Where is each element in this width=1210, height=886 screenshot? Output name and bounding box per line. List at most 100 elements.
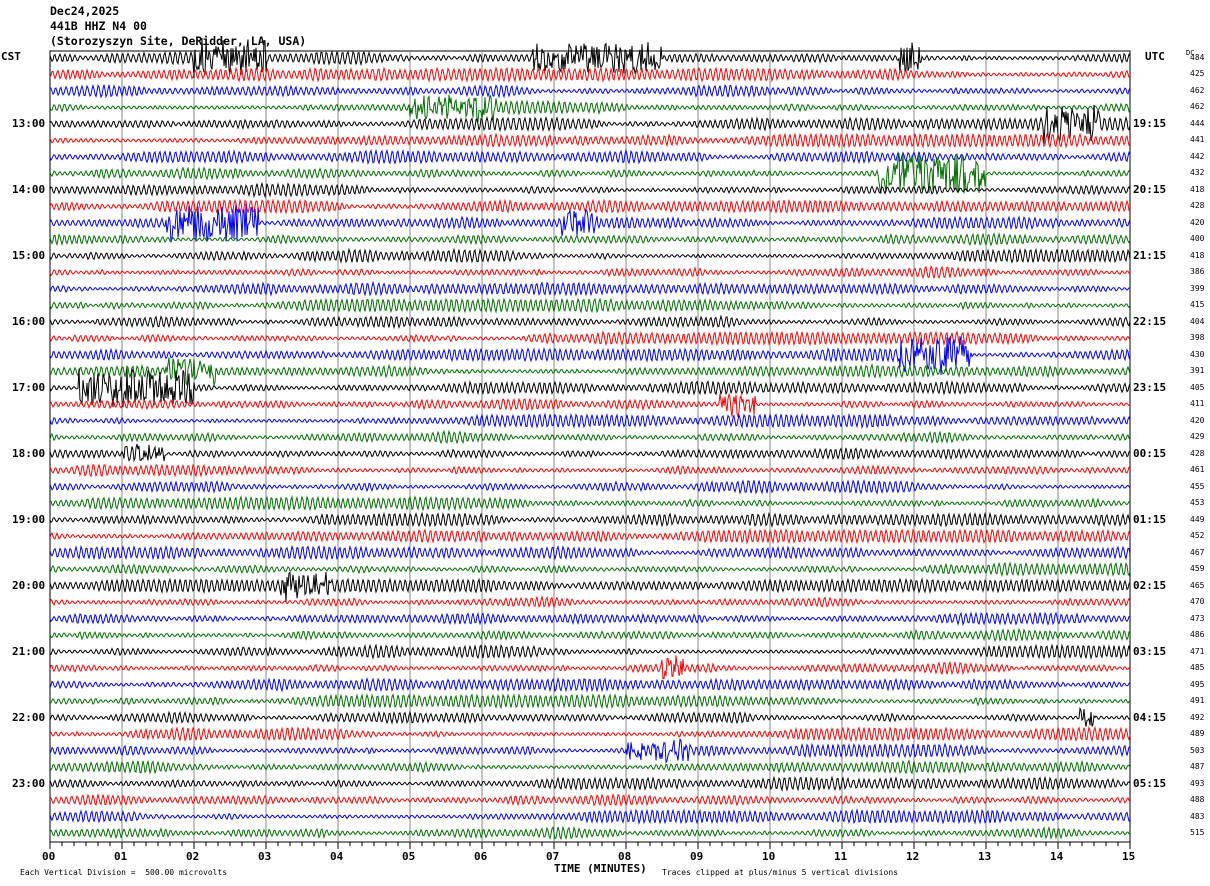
trace-row bbox=[49, 676, 1131, 693]
trace-row bbox=[49, 93, 1131, 123]
cst-hour-label: 15:00 bbox=[12, 248, 46, 262]
trace-row bbox=[49, 231, 1131, 247]
cst-hour-label: 19:00 bbox=[12, 512, 46, 526]
dc-offset-label: 491 bbox=[1190, 696, 1205, 706]
trace-row bbox=[49, 611, 1131, 627]
trace-row bbox=[49, 775, 1131, 792]
x-tick-label: 13 bbox=[978, 850, 992, 863]
trace-row bbox=[49, 825, 1131, 841]
trace-row bbox=[49, 357, 1131, 387]
trace-row bbox=[49, 561, 1131, 578]
x-tick-label: 08 bbox=[618, 850, 632, 863]
dc-offset-label: 495 bbox=[1190, 679, 1205, 689]
dc-offset-label: 486 bbox=[1190, 630, 1205, 640]
dc-offset-label: 471 bbox=[1190, 646, 1205, 656]
trace-row bbox=[49, 37, 1131, 79]
x-tick-label: 11 bbox=[834, 850, 848, 863]
dc-offset-label: 492 bbox=[1190, 712, 1205, 722]
x-tick-label: 05 bbox=[402, 850, 416, 863]
trace-row bbox=[49, 443, 1131, 463]
dc-offset-label: 428 bbox=[1190, 201, 1205, 211]
trace-row bbox=[49, 759, 1131, 775]
dc-offset-label: 415 bbox=[1190, 300, 1205, 310]
dc-label: DC bbox=[1186, 49, 1195, 57]
dc-offset-label: 462 bbox=[1190, 85, 1205, 95]
trace-row bbox=[49, 792, 1131, 808]
utc-hour-label: 02:15 bbox=[1133, 578, 1167, 592]
trace-row bbox=[49, 314, 1131, 330]
cst-hour-label: 14:00 bbox=[12, 182, 46, 196]
dc-offset-label: 444 bbox=[1190, 118, 1205, 128]
dc-offset-label: 467 bbox=[1190, 547, 1205, 557]
dc-offset-label: 453 bbox=[1190, 498, 1205, 508]
trace-row bbox=[49, 527, 1131, 545]
dc-offset-label: 430 bbox=[1190, 349, 1205, 359]
dc-offset-label: 405 bbox=[1190, 382, 1205, 392]
trace-row bbox=[49, 643, 1131, 660]
trace-row bbox=[49, 544, 1131, 561]
cst-hour-label: 22:00 bbox=[12, 710, 46, 724]
trace-row bbox=[49, 153, 1131, 194]
dc-offset-label: 429 bbox=[1190, 432, 1205, 442]
date-label: Dec24,2025 bbox=[50, 4, 120, 18]
trace-row bbox=[49, 479, 1131, 495]
cst-hour-label: 17:00 bbox=[12, 380, 46, 394]
trace-row bbox=[49, 148, 1131, 165]
station-label: 441B HHZ N4 00 bbox=[50, 19, 147, 33]
dc-offset-label: 420 bbox=[1190, 415, 1205, 425]
cst-hour-label: 13:00 bbox=[12, 116, 46, 130]
dc-offset-label: 483 bbox=[1190, 811, 1205, 821]
dc-offset-label: 399 bbox=[1190, 283, 1205, 293]
dc-offset-label: 411 bbox=[1190, 399, 1205, 409]
trace-row bbox=[49, 808, 1131, 825]
x-tick-label: 10 bbox=[762, 850, 776, 863]
dc-offset-label: 488 bbox=[1190, 795, 1205, 805]
dc-offset-label: 418 bbox=[1190, 184, 1205, 194]
x-axis-title: TIME (MINUTES) bbox=[554, 862, 647, 875]
trace-row bbox=[49, 83, 1131, 99]
dc-offset-label: 473 bbox=[1190, 613, 1205, 623]
dc-offset-label: 452 bbox=[1190, 531, 1205, 541]
dc-offset-label: 487 bbox=[1190, 762, 1205, 772]
x-tick-label: 03 bbox=[258, 850, 272, 863]
dc-offset-label: 441 bbox=[1190, 135, 1205, 145]
trace-row bbox=[49, 412, 1131, 430]
dc-offset-label: 461 bbox=[1190, 465, 1205, 475]
site-label: (Storozyszyn Site, DeRidder, LA, USA) bbox=[50, 34, 307, 48]
clip-note: Traces clipped at plus/minus 5 vertical … bbox=[662, 868, 899, 877]
trace-row bbox=[49, 429, 1131, 445]
trace-row bbox=[49, 463, 1131, 478]
dc-offset-label: 425 bbox=[1190, 69, 1205, 79]
utc-hour-label: 01:15 bbox=[1133, 512, 1167, 526]
cst-hour-label: 23:00 bbox=[12, 776, 46, 790]
cst-hour-label: 16:00 bbox=[12, 314, 46, 328]
dc-offset-label: 470 bbox=[1190, 597, 1205, 607]
scale-note: Each Vertical Division = 500.00 microvol… bbox=[20, 868, 228, 877]
trace-row bbox=[49, 627, 1131, 643]
x-tick-label: 14 bbox=[1050, 850, 1064, 863]
trace-row bbox=[49, 203, 1131, 243]
trace-row bbox=[49, 104, 1131, 144]
dc-offset-label: 391 bbox=[1190, 366, 1205, 376]
utc-hour-label: 05:15 bbox=[1133, 776, 1167, 790]
dc-offset-label: 404 bbox=[1190, 316, 1205, 326]
dc-offset-label: 420 bbox=[1190, 217, 1205, 227]
trace-row bbox=[49, 737, 1131, 765]
trace-row bbox=[49, 655, 1131, 680]
dc-offset-label: 485 bbox=[1190, 663, 1205, 673]
utc-hour-label: 21:15 bbox=[1133, 248, 1167, 262]
plot-frame bbox=[49, 50, 1131, 843]
trace-row bbox=[49, 725, 1131, 743]
cst-label: CST bbox=[1, 50, 21, 63]
x-tick-label: 15 bbox=[1122, 850, 1136, 863]
trace-row bbox=[49, 198, 1131, 215]
utc-hour-label: 23:15 bbox=[1133, 380, 1167, 394]
trace-row bbox=[49, 280, 1131, 297]
dc-offset-label: 489 bbox=[1190, 729, 1205, 739]
trace-row bbox=[49, 247, 1131, 264]
x-tick-label: 09 bbox=[690, 850, 704, 863]
utc-label: UTC bbox=[1145, 50, 1165, 63]
utc-hour-label: 19:15 bbox=[1133, 116, 1167, 130]
